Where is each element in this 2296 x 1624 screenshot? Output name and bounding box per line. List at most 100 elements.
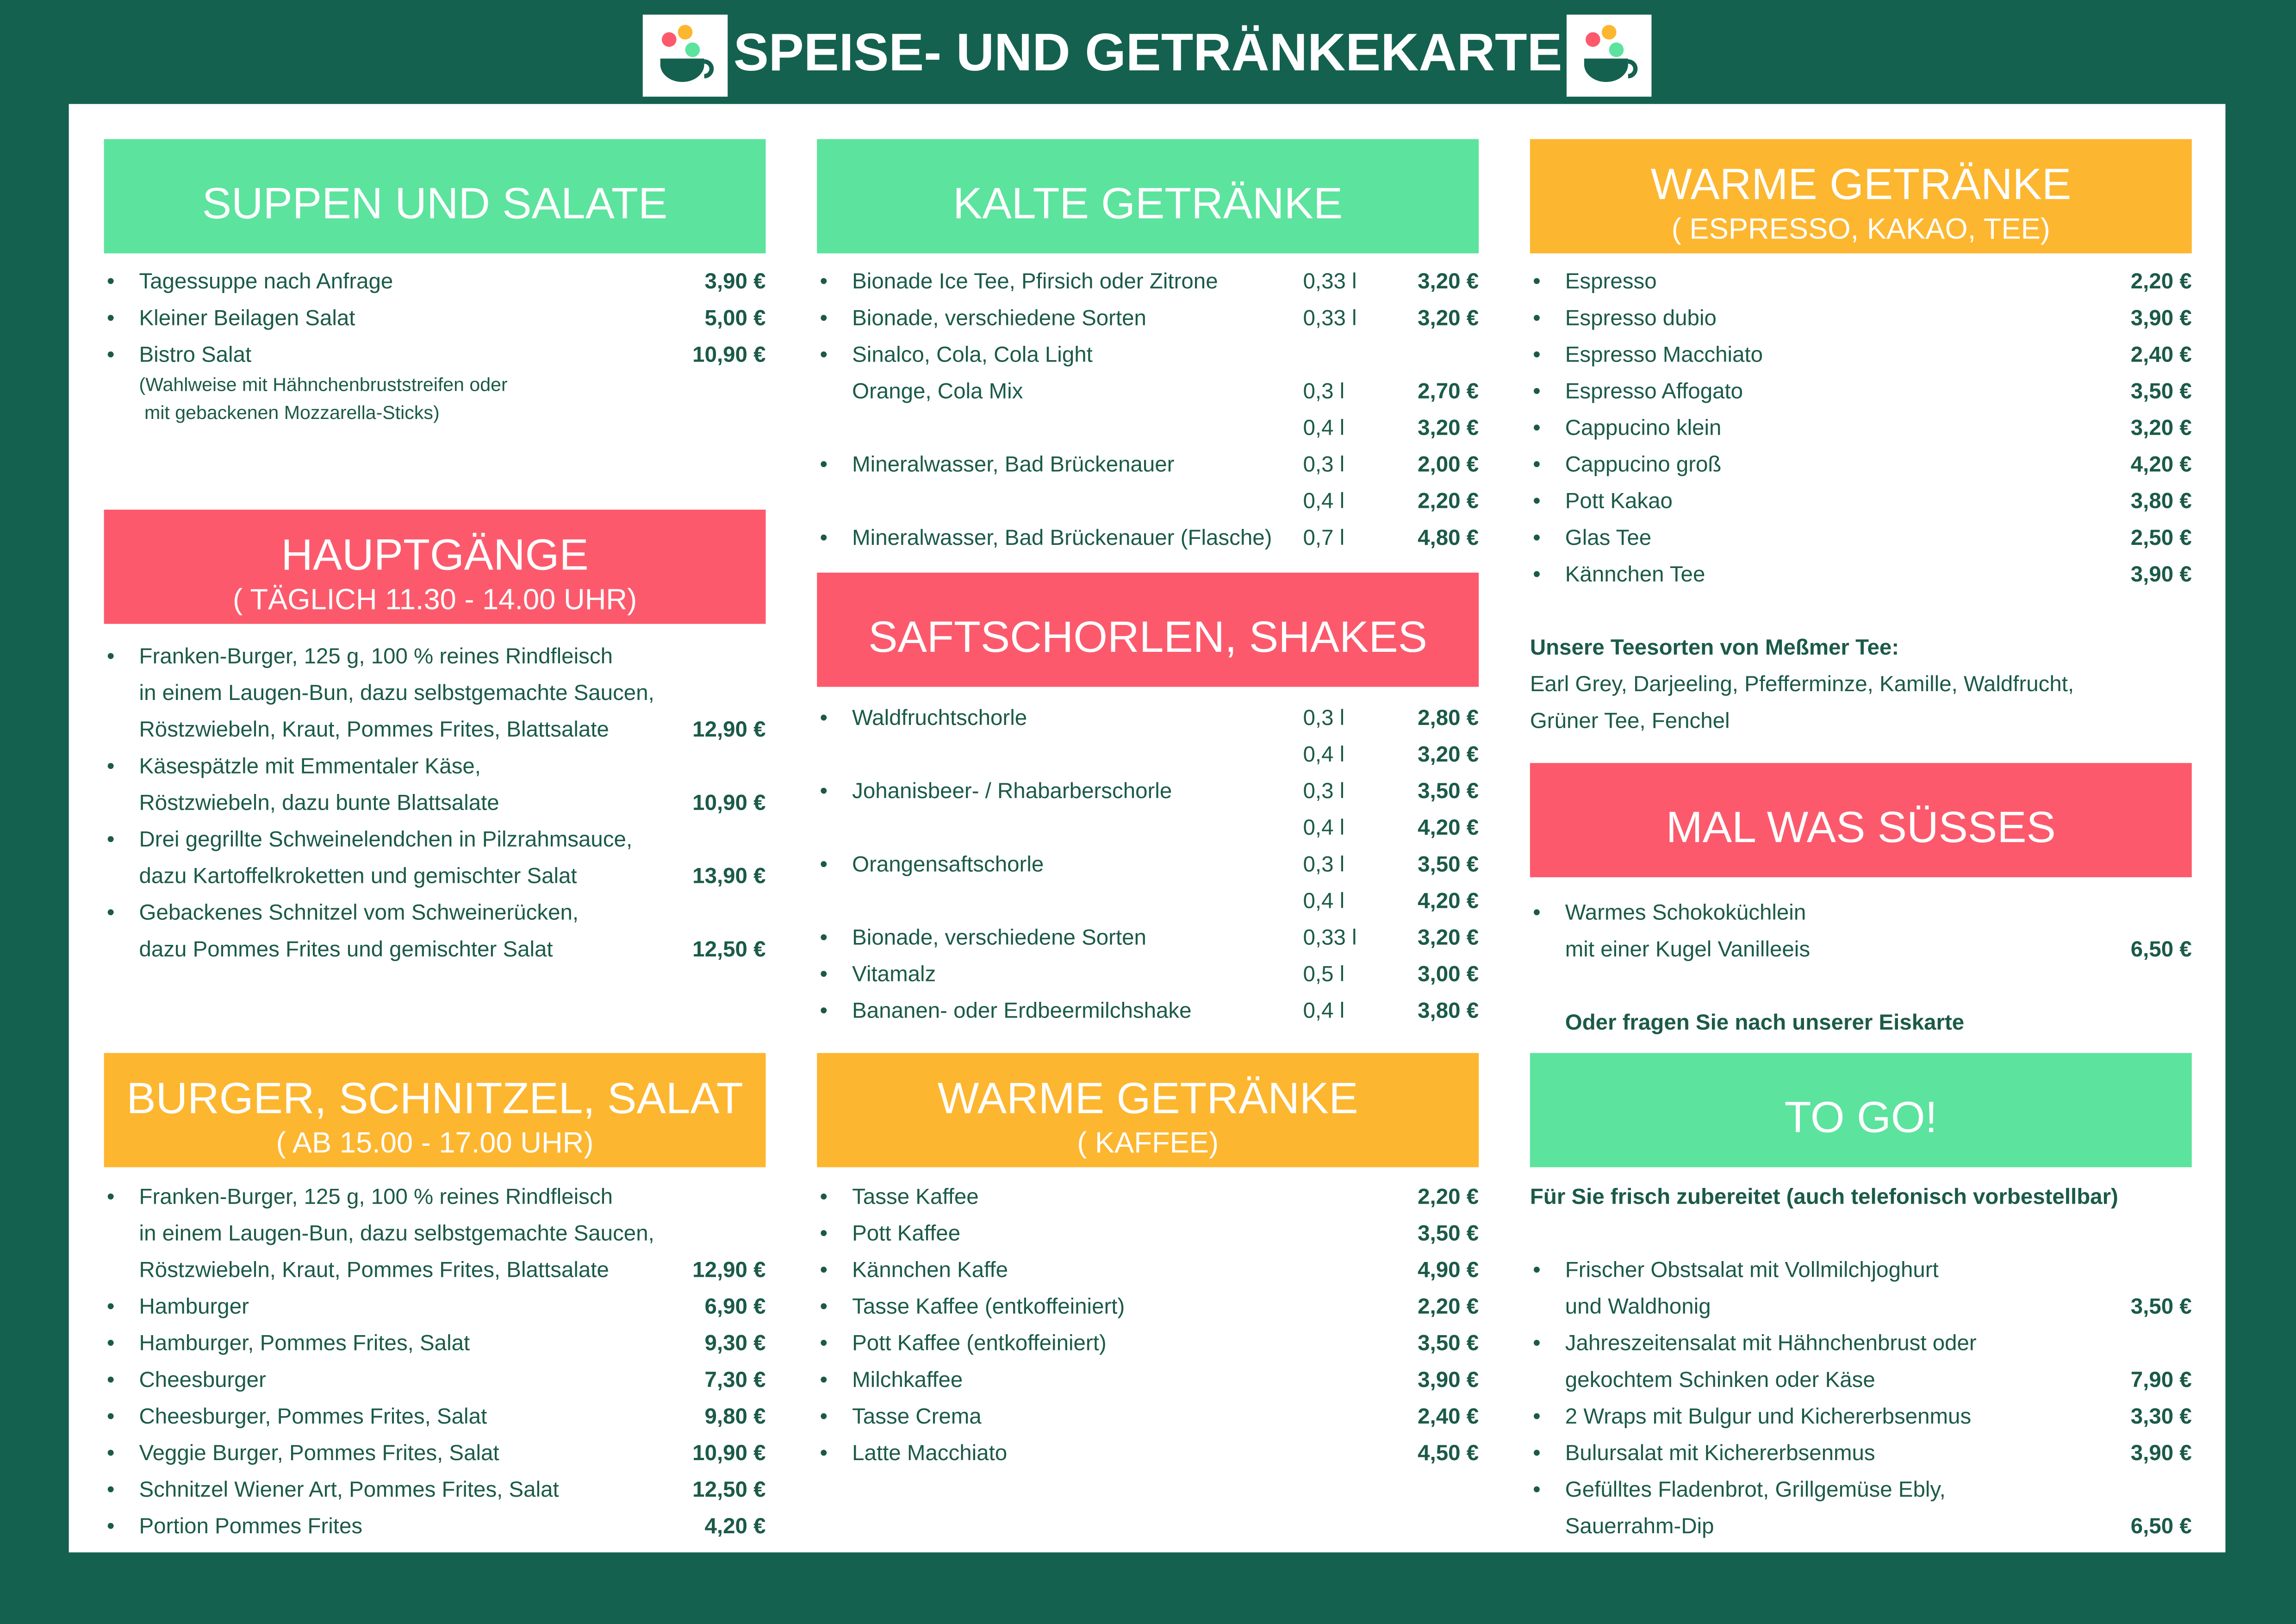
item-volume: 0,7 l	[1303, 525, 1345, 551]
item-price: 7,30 €	[704, 1368, 766, 1393]
item-volume: 0,3 l	[1303, 779, 1345, 804]
item-price: 6,50 €	[2130, 937, 2192, 962]
item-price: 12,50 €	[692, 937, 766, 962]
bullet: •	[106, 1331, 115, 1356]
item-text: Gefülltes Fladenbrot, Grillgemüse Ebly,	[1565, 1477, 1946, 1503]
bullet: •	[1533, 1441, 1541, 1466]
item-price: 2,80 €	[1418, 706, 1479, 731]
item-price: 7,90 €	[2130, 1368, 2192, 1393]
item-price: 9,30 €	[704, 1331, 766, 1356]
bullet: •	[1533, 269, 1541, 294]
item-text: Hamburger	[139, 1294, 249, 1320]
item-price: 12,50 €	[692, 1477, 766, 1503]
bullet: •	[820, 925, 828, 951]
section-header: KALTE GETRÄNKE	[817, 139, 1479, 254]
section-subtitle: ( ESPRESSO, KAKAO, TEE)	[1671, 213, 2050, 246]
item-volume: 0,4 l	[1303, 816, 1345, 841]
item-price: 3,30 €	[2130, 1404, 2192, 1430]
bullet: •	[820, 852, 828, 877]
item-note: mit gebackenen Mozzarella-Sticks)	[139, 401, 440, 424]
item-price: 3,50 €	[1418, 1221, 1479, 1247]
bullet: •	[1533, 452, 1541, 478]
bullet: •	[820, 1294, 828, 1320]
item-text: Orange, Cola Mix	[852, 379, 1023, 405]
bullet: •	[820, 1258, 828, 1283]
section-header: BURGER, SCHNITZEL, SALAT( AB 15.00 - 17.…	[104, 1053, 766, 1168]
item-text: Cappucino klein	[1565, 416, 1722, 441]
bullet: •	[820, 1221, 828, 1247]
item-text: Jahreszeitensalat mit Hähnchenbrust oder	[1565, 1331, 1977, 1356]
item-text: Tagessuppe nach Anfrage	[139, 269, 393, 294]
item-volume: 0,4 l	[1303, 889, 1345, 914]
item-price: 3,90 €	[704, 269, 766, 294]
item-text: Espresso Macchiato	[1565, 343, 1763, 368]
item-text: Röstzwiebeln, dazu bunte Blattsalate	[139, 791, 499, 816]
item-price: 3,50 €	[1418, 852, 1479, 877]
item-volume: 0,4 l	[1303, 416, 1345, 441]
bullet: •	[820, 525, 828, 551]
section-subtitle: ( KAFFEE)	[1077, 1127, 1219, 1160]
bullet: •	[106, 343, 115, 368]
item-volume: 0,3 l	[1303, 379, 1345, 405]
item-price: 4,20 €	[2130, 452, 2192, 478]
item-price: 4,80 €	[1418, 525, 1479, 551]
section-header: HAUPTGÄNGE ( TÄGLICH 11.30 - 14.00 UHR)	[104, 509, 766, 624]
bullet: •	[820, 452, 828, 478]
item-volume: 0,3 l	[1303, 706, 1345, 731]
bullet: •	[820, 1441, 828, 1466]
bullet: •	[106, 1404, 115, 1430]
item-price: 5,00 €	[704, 306, 766, 331]
item-price: 3,20 €	[1418, 742, 1479, 768]
bullet: •	[820, 1368, 828, 1393]
item-note: (Wahlweise mit Hähnchenbruststreifen ode…	[139, 373, 508, 396]
item-text: Portion Pommes Frites	[139, 1514, 363, 1539]
item-text: Sinalco, Cola, Cola Light	[852, 343, 1093, 368]
bullet: •	[1533, 306, 1541, 331]
cup-icon	[1584, 25, 1638, 82]
page-title: SPEISE- UND GETRÄNKEKARTE	[733, 22, 1562, 82]
item-price: 9,80 €	[704, 1404, 766, 1430]
item-text: Waldfruchtschorle	[852, 706, 1027, 731]
bullet: •	[1533, 416, 1541, 441]
bullet: •	[106, 900, 115, 926]
logo	[642, 14, 728, 97]
item-text: Bionade, verschiedene Sorten	[852, 306, 1146, 331]
item-price: 4,90 €	[1418, 1258, 1479, 1283]
item-price: 2,20 €	[1418, 489, 1479, 514]
item-text: Espresso dubio	[1565, 306, 1717, 331]
item-text: Vitamalz	[852, 962, 936, 987]
note-text: Earl Grey, Darjeeling, Pfefferminze, Kam…	[1530, 672, 2074, 697]
item-price: 3,50 €	[2130, 1294, 2192, 1320]
item-price: 3,20 €	[1418, 925, 1479, 951]
item-volume: 0,33 l	[1303, 306, 1357, 331]
item-price: 2,40 €	[1418, 1404, 1479, 1430]
item-price: 3,50 €	[2130, 379, 2192, 405]
item-price: 2,50 €	[2130, 525, 2192, 551]
item-text: Mineralwasser, Bad Brückenauer (Flasche)	[852, 525, 1272, 551]
item-text: Orangensaftschorle	[852, 852, 1044, 877]
item-text: Kleiner Beilagen Salat	[139, 306, 355, 331]
bullet: •	[820, 999, 828, 1024]
item-price: 3,20 €	[1418, 416, 1479, 441]
item-text: gekochtem Schinken oder Käse	[1565, 1368, 1875, 1393]
section-header: SUPPEN UND SALATE	[104, 139, 766, 254]
bullet: •	[1533, 379, 1541, 405]
bullet: •	[820, 343, 828, 368]
item-price: 12,90 €	[692, 1258, 766, 1283]
bullet: •	[1533, 525, 1541, 551]
section-title: SUPPEN UND SALATE	[202, 180, 668, 229]
item-text: und Waldhonig	[1565, 1294, 1711, 1320]
item-text: Cheesburger	[139, 1368, 266, 1393]
item-text: 2 Wraps mit Bulgur und Kichererbsenmus	[1565, 1404, 1972, 1430]
item-text: in einem Laugen-Bun, dazu selbstgemachte…	[139, 681, 654, 706]
item-price: 3,50 €	[1418, 779, 1479, 804]
item-text: Pott Kaffee	[852, 1221, 961, 1247]
item-text: Hamburger, Pommes Frites, Salat	[139, 1331, 470, 1356]
item-text: Bionade Ice Tee, Pfirsich oder Zitrone	[852, 269, 1218, 294]
item-price: 4,20 €	[704, 1514, 766, 1539]
section-subtitle: ( AB 15.00 - 17.00 UHR)	[276, 1127, 594, 1160]
bullet: •	[1533, 1258, 1541, 1283]
item-text: Bionade, verschiedene Sorten	[852, 925, 1146, 951]
bullet: •	[820, 706, 828, 731]
